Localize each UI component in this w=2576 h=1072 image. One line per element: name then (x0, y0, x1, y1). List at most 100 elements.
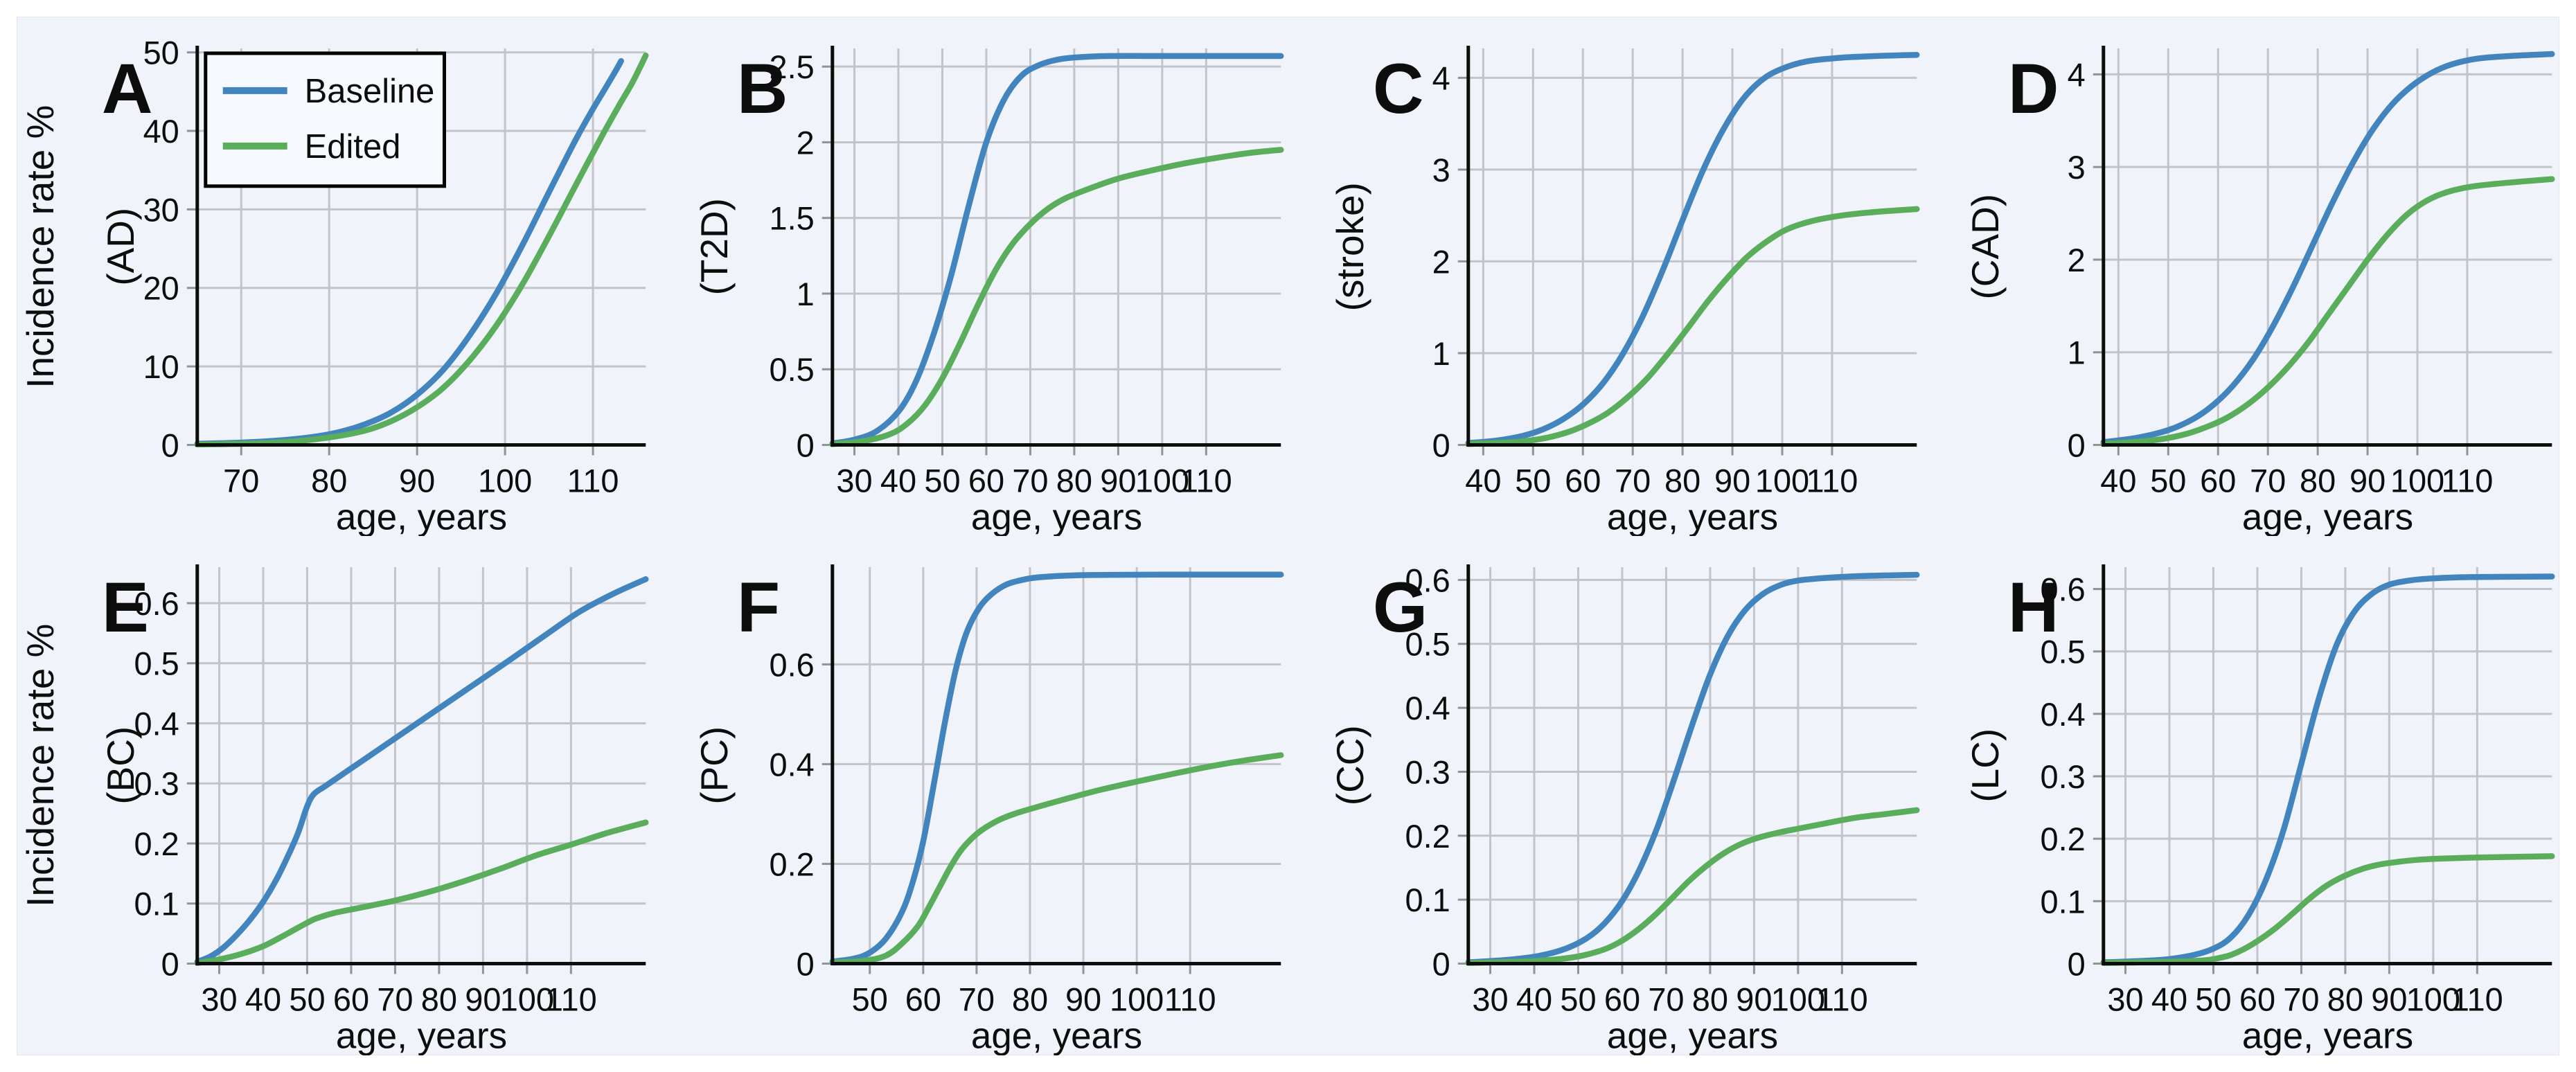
legend-label-baseline: Baseline (305, 73, 435, 110)
x-tick-label: 90 (1065, 981, 1101, 1018)
edited-curve-D (2100, 176, 2555, 447)
panel-E-chart: 00.10.20.30.40.50.630 40 50 60 70 80 90100110a… (19, 564, 649, 1055)
y-tick-label: 0.1 (134, 886, 179, 922)
grid-lines (1468, 48, 1917, 446)
x-tick-label: 110 (567, 462, 619, 499)
baseline-curve-G (1465, 572, 1920, 966)
grid-lines (2103, 48, 2552, 446)
x-tick-label: 70 (1013, 462, 1049, 499)
y-tick-label: 0.5 (1405, 626, 1450, 663)
x-axis-title: age, years (2242, 497, 2413, 536)
y-tick-label: 0.2 (134, 825, 179, 862)
y-tick-label: 2 (1432, 243, 1450, 280)
axis-spines (830, 45, 1281, 447)
y-tick-label: 0.4 (134, 706, 179, 742)
y-tick-label: 4 (1432, 60, 1450, 96)
x-tick-label: 50 (1560, 981, 1596, 1018)
x-tick-label: 110 (1180, 462, 1232, 499)
x-tick-label: 100 (2390, 462, 2444, 499)
tick-marks (822, 65, 1208, 456)
x-tick-label: 80 (1691, 981, 1727, 1018)
x-tick-label: 110 (1806, 462, 1858, 499)
baseline-curve-E (194, 576, 649, 965)
x-tick-label: 70 (2250, 462, 2286, 499)
y-tick-label: 50 (143, 35, 179, 71)
y-axis-title-disease: (CAD) (1964, 194, 2007, 300)
x-tick-label: 50 (1515, 462, 1551, 499)
x-tick-label: 70 (1615, 462, 1651, 499)
axis-spines (1466, 564, 1917, 966)
x-tick-label: 50 (2150, 462, 2186, 499)
y-tick-label: 1 (797, 276, 815, 312)
edited-curve-A (194, 52, 649, 448)
y-tick-label: 0.2 (2040, 821, 2085, 858)
x-tick-label: 80 (2327, 981, 2363, 1018)
panel-letter-F: F (737, 568, 780, 647)
y-axis-title-disease: (T2D) (693, 198, 736, 295)
panel-letter-B: B (737, 49, 788, 128)
x-tick-label: 40 (880, 462, 916, 499)
y-axis-title-disease: (AD) (99, 208, 142, 286)
grid-lines (833, 567, 1281, 965)
y-axis-title-main: Incidence rate % (19, 105, 62, 388)
y-tick-labels: 0 0.1 0.2 0.3 0.4 0.5 0.6 (134, 585, 179, 982)
y-tick-label: 0.6 (2040, 571, 2085, 608)
x-tick-label: 80 (1664, 462, 1700, 499)
panel-E: 0 0.1 0.2 0.3 0.4 0.5 0.6 30 40 50 60 70 80 90 100 110 a… (17, 536, 652, 1055)
y-tick-label: 1.5 (770, 200, 815, 237)
y-axis-title-disease: (PC) (693, 726, 736, 805)
panel-H: 0 0.1 0.2 0.3 0.4 0.5 0.6 30 40 50 60 70 80 90 100 110 a… (1924, 536, 2559, 1055)
x-tick-label: 100 (1135, 462, 1189, 499)
x-tick-label: 30 (837, 462, 873, 499)
x-tick-label: 50 (852, 981, 888, 1018)
y-tick-labels: 0 1 2 3 4 (1432, 60, 1450, 463)
edited-curve-B (829, 147, 1284, 447)
y-tick-label: 0 (2067, 946, 2085, 983)
x-tick-label: 70 (959, 981, 995, 1018)
x-tick-label: 30 (201, 981, 237, 1018)
panel-C: 0 1 2 3 4 40 50 60 70 80 90 100 110 age, years (stroke… (1288, 17, 1924, 536)
axis-spines (195, 45, 646, 447)
y-tick-label: 30 (143, 191, 179, 228)
x-tick-label: 40 (1465, 462, 1501, 499)
y-tick-label: 40 (143, 113, 179, 150)
grid-lines (833, 48, 1281, 446)
x-tick-label: 80 (1056, 462, 1092, 499)
edited-curve-F (829, 752, 1284, 966)
y-tick-label: 0.5 (770, 351, 815, 388)
baseline-curve-F (829, 571, 1284, 965)
x-tick-label: 110 (1164, 981, 1216, 1018)
legend: Baseline Edited (204, 51, 446, 188)
x-tick-label: 60 (968, 462, 1004, 499)
axis-spines (1466, 45, 1917, 447)
y-tick-label: 0.4 (770, 747, 815, 783)
x-tick-label: 80 (421, 981, 457, 1018)
y-tick-label: 0 (161, 946, 179, 983)
y-tick-label: 0.4 (2040, 696, 2085, 733)
x-tick-label: 60 (2239, 981, 2275, 1018)
axis-spines (2102, 45, 2552, 447)
panel-D: 0 1 2 3 4 40 50 60 70 80 90 100 110 age, years (CAD) D (1924, 17, 2559, 536)
panel-F: 0 0.2 0.4 0.6 50 60 70 80 90 100 110 age, years (PC)… (652, 536, 1288, 1055)
baseline-curve-B (829, 53, 1284, 447)
y-tick-labels: 0 0.1 0.2 0.3 0.4 0.5 0.6 (1405, 562, 1450, 983)
y-tick-label: 0.2 (1405, 818, 1450, 855)
x-tick-label: 60 (1604, 981, 1640, 1018)
x-tick-label: 70 (1648, 981, 1684, 1018)
y-tick-label: 0 (797, 946, 815, 983)
y-tick-label: 0.1 (2040, 884, 2085, 920)
x-tick-label: 80 (2300, 462, 2336, 499)
x-tick-label: 70 (377, 981, 413, 1018)
x-tick-label: 110 (2441, 462, 2493, 499)
x-tick-label: 100 (500, 981, 554, 1018)
x-tick-label: 90 (1714, 462, 1750, 499)
